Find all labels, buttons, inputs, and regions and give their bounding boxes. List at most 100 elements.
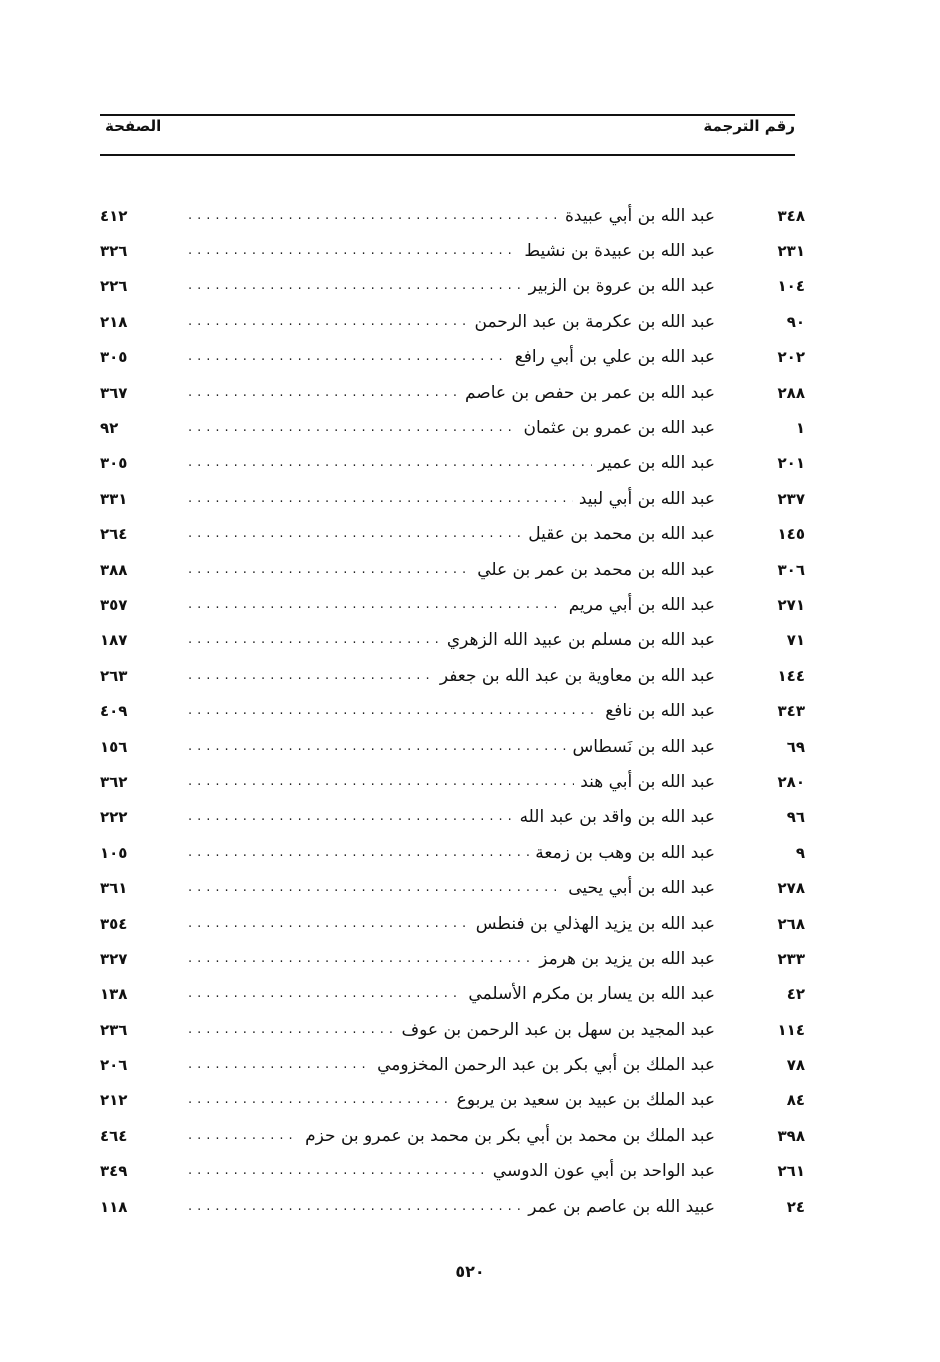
index-entry: ٢٨٠ عبد الله بن أبي هند..................… (100, 764, 805, 799)
entry-page: ٣٦٢ (100, 772, 128, 791)
dot-leader: ........................................… (188, 703, 599, 719)
dot-leader: ........................................… (188, 844, 529, 860)
entry-number: ١ (795, 419, 805, 438)
entry-number: ١٠٤ (777, 277, 805, 296)
entry-name: عبد الله بن علي بن أبي رافع (514, 347, 715, 368)
entry-name: عبد الله بن عروة بن الزبير (528, 276, 715, 297)
entry-page: ٢٦٣ (100, 666, 128, 685)
dot-leader: ........................................… (188, 278, 523, 294)
entry-number: ٢٣٧ (777, 489, 805, 508)
page-column-header: الصفحة (105, 117, 162, 135)
index-entry: ٢٧٨ عبد الله بن أبي يحيى.................… (100, 870, 805, 905)
index-entry: ٩٦ عبد الله بن واقد بن عبد الله..........… (100, 800, 805, 835)
index-entry: ٦٩ عبد الله بن نَسطاس....................… (100, 729, 805, 764)
dot-leader: ........................................… (188, 915, 470, 931)
entry-page: ١٨٧ (100, 631, 128, 650)
entry-page: ٣٠٥ (100, 348, 128, 367)
entry-name: عبد المجيد بن سهل بن عبد الرحمن بن عوف (401, 1019, 715, 1040)
index-entry: ٣٠٦ عبد الله بن محمد بن عمر بن علي.......… (100, 552, 805, 587)
entry-name: عبد الله بن أبي لبيد (578, 488, 715, 509)
entry-name: عبد الله بن يزيد بن هرمز (539, 948, 715, 969)
entry-name: عبد الملك بن عبيد بن سعيد بن يربوع (456, 1090, 715, 1111)
entry-number: ٣٠٦ (777, 560, 805, 579)
dot-leader: ........................................… (188, 950, 533, 966)
entry-number: ٢٦٨ (777, 914, 805, 933)
index-list: ٣٤٨ عبد الله بن أبي عبيدة................… (100, 198, 805, 1224)
dot-leader: ........................................… (188, 809, 514, 825)
entry-number: ٢٧٨ (777, 879, 805, 898)
entry-number: ١١٤ (777, 1020, 805, 1039)
dot-leader: ........................................… (188, 1092, 451, 1108)
entry-number: ٩٦ (786, 808, 805, 827)
index-entry: ٩٠ عبد الله بن عكرمة بن عبد الرحمن.......… (100, 304, 805, 339)
entry-name: عبد الله بن نافع (605, 701, 715, 722)
entry-number: ٧١ (786, 631, 805, 650)
entry-number: ٢٧١ (777, 595, 805, 614)
entry-page: ٣٦١ (100, 879, 128, 898)
entry-page: ٢٣٦ (100, 1020, 128, 1039)
entry-number: ٩٠ (786, 312, 805, 331)
header-top-rule (100, 114, 795, 116)
dot-leader: ........................................… (188, 986, 462, 1002)
entry-number: ٢٣١ (777, 242, 805, 261)
dot-leader: ........................................… (188, 596, 563, 612)
index-entry: ٢٦٨ عبد الله بن يزيد الهذلي بن فنطس......… (100, 906, 805, 941)
entry-page: ٢٢٢ (100, 808, 128, 827)
entry-name: عبد الله بن عمير (597, 453, 715, 474)
entry-name: عبد الله بن محمد بن عقيل (528, 524, 715, 545)
entry-number: ٨٤ (786, 1091, 805, 1110)
dot-leader: ........................................… (188, 1021, 396, 1037)
entry-name: عبد الله بن واقد بن عبد الله (519, 807, 715, 828)
entry-name: عبد الله بن عكرمة بن عبد الرحمن (474, 311, 716, 332)
dot-leader: ........................................… (188, 526, 523, 542)
entry-name: عبد الله بن معاوية بن عبد الله بن جعفر (439, 665, 715, 686)
index-entry: ٢٤ عبيد الله بن عاصم بن عمر..............… (100, 1189, 805, 1224)
entry-name: عبد الله بن نَسطاس (572, 736, 716, 757)
index-entry: ٢٣٧ عبد الله بن أبي لبيد.................… (100, 481, 805, 516)
dot-leader: ........................................… (188, 880, 563, 896)
entry-name: عبد الله بن محمد بن عمر بن علي (477, 559, 715, 580)
dot-leader: ........................................… (188, 243, 518, 259)
entry-number: ٩ (795, 843, 805, 862)
entry-name: عبد الملك بن محمد بن أبي بكر بن محمد بن … (305, 1125, 715, 1146)
entry-name: عبد الله بن أبي يحيى (568, 878, 715, 899)
index-entry: ١ عبد الله بن عمرو بن عثمان..............… (100, 410, 805, 445)
entry-number: ٢٠١ (777, 454, 805, 473)
entry-page: ٣٥٤ (100, 914, 128, 933)
index-entry: ٢٠٢ عبد الله بن علي بن أبي رافع..........… (100, 340, 805, 375)
index-entry: ٤٢ عبد الله بن يسار بن مكرم الأسلمي......… (100, 977, 805, 1012)
entry-number: ٢٤ (786, 1197, 805, 1216)
entry-number: ٤٢ (786, 985, 805, 1004)
index-entry: ٧١ عبد الله بن مسلم بن عبيد الله الزهري..… (100, 623, 805, 658)
index-entry: ٣٤٣ عبد الله بن نافع.....................… (100, 693, 805, 728)
entry-name: عبد الله بن وهب بن زمعة (535, 842, 715, 863)
entry-name: عبد الواحد بن أبي عون الدوسي (492, 1161, 715, 1182)
entry-number-column-header: رقم الترجمة (703, 117, 795, 135)
entry-page: ٩٢ (100, 419, 119, 438)
index-entry: ٢٠١ عبد الله بن عمير.....................… (100, 446, 805, 481)
dot-leader: ........................................… (188, 738, 567, 754)
index-entry: ١٠٤ عبد الله بن عروة بن الزبير...........… (100, 269, 805, 304)
header-bottom-rule (100, 154, 795, 156)
entry-page: ٢١٢ (100, 1091, 128, 1110)
entry-page: ٣٠٥ (100, 454, 128, 473)
entry-name: عبيد الله بن عاصم بن عمر (528, 1196, 715, 1217)
entry-number: ١٤٤ (777, 666, 805, 685)
dot-leader: ........................................… (188, 455, 592, 471)
entry-number: ٣٤٣ (777, 702, 805, 721)
entry-number: ٣٤٨ (777, 206, 805, 225)
entry-name: عبد الله بن يزيد الهذلي بن فنطس (475, 913, 715, 934)
entry-number: ٢٦١ (777, 1162, 805, 1181)
entry-name: عبد الله بن يسار بن مكرم الأسلمي (468, 984, 715, 1005)
index-entry: ٣٩٨ عبد الملك بن محمد بن أبي بكر بن محمد … (100, 1118, 805, 1153)
dot-leader: ........................................… (188, 1127, 299, 1143)
entry-number: ٦٩ (786, 737, 805, 756)
index-entry: ٢٣٣ عبد الله بن يزيد بن هرمز.............… (100, 941, 805, 976)
entry-page: ٢٦٤ (100, 525, 128, 544)
index-entry: ٩ عبد الله بن وهب بن زمعة................… (100, 835, 805, 870)
entry-page: ١٠٥ (100, 843, 128, 862)
entry-page: ٣٥٧ (100, 595, 128, 614)
entry-page: ٢٠٦ (100, 1056, 128, 1075)
entry-page: ٣٢٧ (100, 949, 128, 968)
dot-leader: ........................................… (188, 1057, 371, 1073)
